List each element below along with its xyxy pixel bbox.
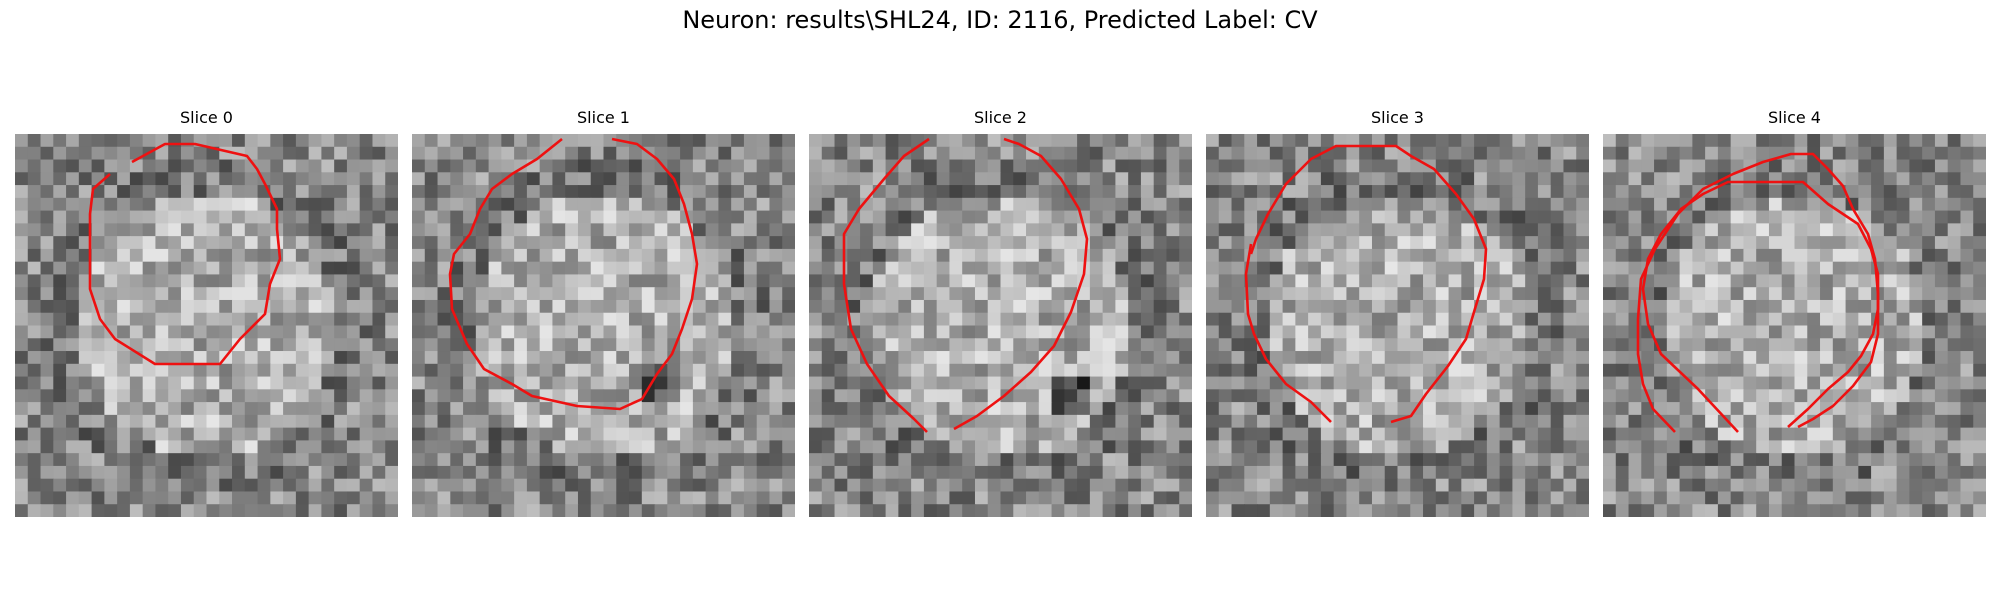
slice-title-1: Slice 1	[577, 108, 630, 127]
slice-image-0	[15, 134, 398, 517]
contour-line	[1244, 243, 1332, 423]
slice-image-1	[412, 134, 795, 517]
pixel-grid	[1603, 134, 1986, 517]
pixel-grid	[1206, 134, 1589, 517]
slice-image-2	[809, 134, 1192, 517]
slice-title-2: Slice 2	[974, 108, 1027, 127]
pixel-grid	[412, 134, 795, 517]
contour-line	[88, 142, 282, 366]
slice-title-3: Slice 3	[1371, 108, 1424, 127]
contour-line	[1249, 144, 1488, 424]
slice-title-4: Slice 4	[1768, 108, 1821, 127]
contour-line	[1636, 152, 1880, 433]
contour-line	[842, 137, 930, 433]
slice-image-4	[1603, 134, 1986, 517]
pixel-grid	[15, 134, 398, 517]
pixel-grid	[809, 134, 1192, 517]
figure-title: Neuron: results\SHL24, ID: 2116, Predict…	[682, 6, 1318, 34]
contour-line	[1641, 180, 1880, 433]
slice-image-3	[1206, 134, 1589, 517]
contour-line	[953, 137, 1089, 431]
slice-title-0: Slice 0	[180, 108, 233, 127]
contour-line	[448, 137, 699, 411]
